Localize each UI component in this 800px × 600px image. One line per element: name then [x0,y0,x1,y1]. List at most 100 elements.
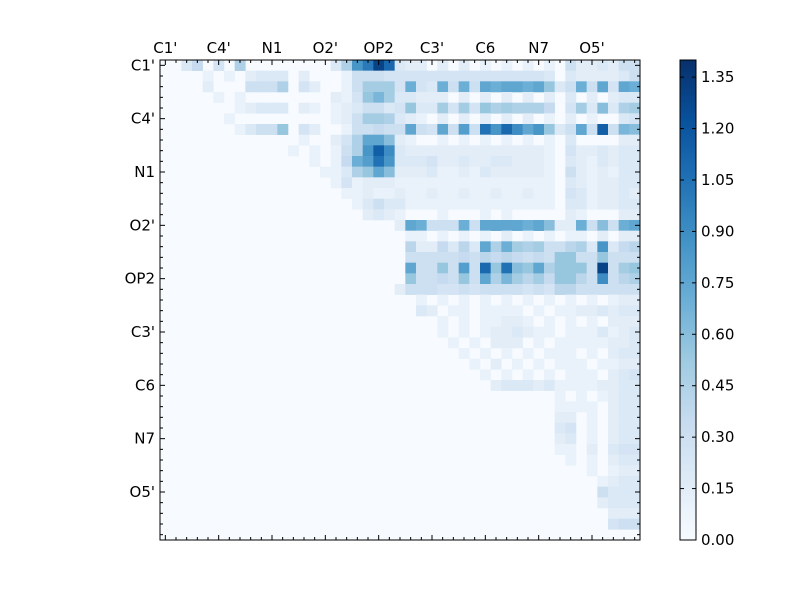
y-tick-label: O2' [130,216,155,234]
heatmap-cell [618,92,630,103]
heatmap-cell [565,348,577,359]
heatmap-cell [629,220,641,231]
heatmap-cell [437,326,449,338]
heatmap-cell [341,145,353,157]
heatmap-cell [458,124,470,135]
heatmap-cell [405,124,417,135]
heatmap-cell [490,380,502,391]
heatmap-cell [448,198,459,210]
heatmap-cell [565,102,577,114]
heatmap-cell [490,305,502,317]
heatmap-cell [522,124,534,135]
heatmap-cell [202,81,214,93]
heatmap-cell [576,369,587,381]
heatmap-cell [586,454,598,466]
heatmap-cell [565,177,577,189]
heatmap-cell [437,145,449,157]
heatmap-cell [629,369,641,381]
heatmap-cell [490,198,502,210]
heatmap-cell [533,305,545,317]
heatmap-cell [512,262,523,274]
heatmap-cell [608,262,619,274]
heatmap-cell [352,124,363,135]
heatmap-cell [608,316,619,327]
heatmap-cell [458,92,470,103]
heatmap-cell [394,156,406,167]
heatmap-cell [544,262,555,274]
heatmap-cell [426,124,438,135]
heatmap-cell [416,177,427,189]
heatmap-cell [490,124,502,135]
heatmap-cell [394,188,406,199]
heatmap-cell [533,220,545,231]
heatmap-cell [437,294,449,306]
heatmap-cell [608,508,619,519]
heatmap-cell [586,198,598,210]
heatmap-cell [544,241,555,253]
heatmap-cell [490,262,502,274]
heatmap-cell [373,177,385,189]
heatmap-cell [522,284,534,295]
heatmap-cell [384,166,395,178]
heatmap-cell [608,252,619,263]
heatmap-cell [341,113,353,125]
colorbar-tick-label: 1.05 [701,171,734,189]
heatmap-cell [458,60,470,71]
heatmap-cell [586,465,598,477]
heatmap-cell [618,390,630,402]
heatmap-cell [480,369,491,381]
heatmap-cell [469,337,481,349]
heatmap-cell [330,92,342,103]
heatmap-cell [394,70,406,82]
heatmap-cell [480,166,491,178]
heatmap-cell [330,60,342,71]
heatmap-cell [437,92,449,103]
heatmap-cell [448,273,459,285]
heatmap-cell [234,92,246,103]
heatmap-cell [565,262,577,274]
heatmap-cell [256,81,267,93]
colorbar-tick-label: 0.00 [701,531,734,549]
heatmap-cell [437,166,449,178]
heatmap-cell [298,70,310,82]
heatmap-cell [277,124,289,135]
x-tick-label: N7 [528,39,549,57]
heatmap-cell [565,70,577,82]
heatmap-cell [458,316,470,327]
y-tick-label: C4' [131,110,155,128]
heatmap-cell [309,102,321,114]
heatmap-cell [501,326,513,338]
heatmap-cell [384,81,395,93]
heatmap-cell [565,412,577,423]
heatmap-cell [565,60,577,71]
heatmap-cell [629,497,641,509]
heatmap-cell [469,177,481,189]
heatmap-cell [629,316,641,327]
heatmap-cell [597,124,609,135]
heatmap-cell [416,92,427,103]
heatmap-cell [629,102,641,114]
heatmap-cell [608,422,619,434]
heatmap-cell [373,209,385,221]
heatmap-cell [480,252,491,263]
colorbar-tick-label: 0.30 [701,428,734,446]
heatmap-cell [576,124,587,135]
heatmap-cell [458,326,470,338]
heatmap-cell [629,465,641,477]
heatmap-cell [608,60,619,71]
heatmap-cell [586,337,598,349]
heatmap-cell [384,92,395,103]
heatmap-cell [405,60,417,71]
heatmap-cell [565,124,577,135]
heatmap-cell [565,305,577,317]
heatmap-cell [341,156,353,167]
heatmap-cell [618,433,630,445]
heatmap-cell [480,305,491,317]
heatmap-cell [469,358,481,370]
heatmap-cell [416,198,427,210]
heatmap-cell [522,60,534,71]
heatmap-cell [629,70,641,82]
heatmap-cell [490,145,502,157]
heatmap-cell [224,70,235,82]
heatmap-cell [469,262,481,274]
